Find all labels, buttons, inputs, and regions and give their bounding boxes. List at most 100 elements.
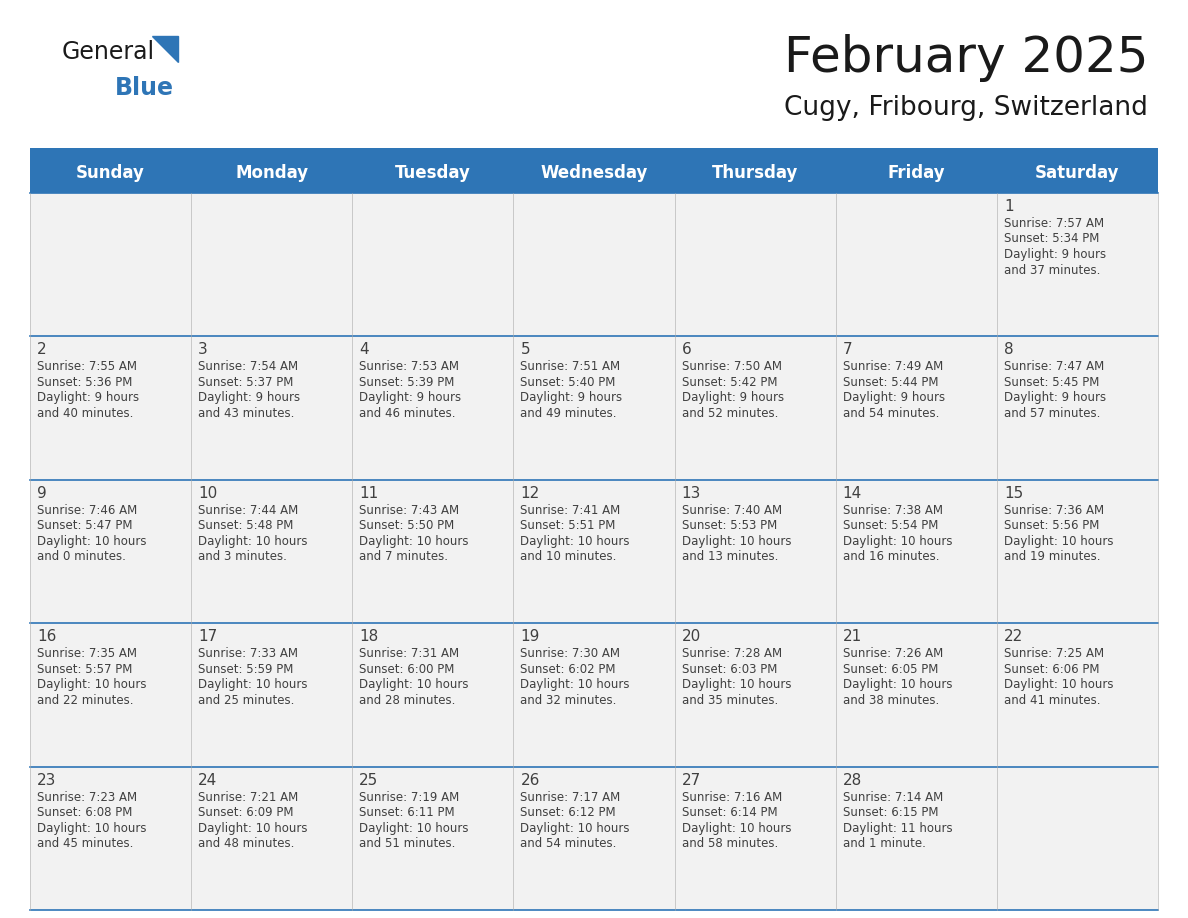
Text: Sunset: 5:48 PM: Sunset: 5:48 PM <box>198 520 293 532</box>
Text: and 41 minutes.: and 41 minutes. <box>1004 694 1100 707</box>
Text: and 1 minute.: and 1 minute. <box>842 837 925 850</box>
Bar <box>353 480 513 623</box>
Bar <box>513 193 675 336</box>
Text: and 43 minutes.: and 43 minutes. <box>198 407 295 420</box>
Text: Sunset: 6:02 PM: Sunset: 6:02 PM <box>520 663 615 676</box>
Text: Daylight: 10 hours: Daylight: 10 hours <box>198 822 308 834</box>
Text: Sunrise: 7:26 AM: Sunrise: 7:26 AM <box>842 647 943 660</box>
Text: 9: 9 <box>37 486 46 501</box>
Text: and 46 minutes.: and 46 minutes. <box>359 407 456 420</box>
Bar <box>191 193 353 336</box>
Text: 19: 19 <box>520 629 539 644</box>
Text: 12: 12 <box>520 486 539 501</box>
Text: Sunrise: 7:30 AM: Sunrise: 7:30 AM <box>520 647 620 660</box>
Bar <box>30 193 191 336</box>
Text: Sunset: 5:36 PM: Sunset: 5:36 PM <box>37 375 132 389</box>
Text: 8: 8 <box>1004 342 1013 357</box>
Text: Sunrise: 7:35 AM: Sunrise: 7:35 AM <box>37 647 137 660</box>
Bar <box>675 480 835 623</box>
Text: and 45 minutes.: and 45 minutes. <box>37 837 133 850</box>
Bar <box>30 767 191 910</box>
Text: Sunrise: 7:38 AM: Sunrise: 7:38 AM <box>842 504 943 517</box>
Bar <box>191 336 353 480</box>
Text: Sunrise: 7:33 AM: Sunrise: 7:33 AM <box>198 647 298 660</box>
Text: Sunrise: 7:40 AM: Sunrise: 7:40 AM <box>682 504 782 517</box>
Text: and 32 minutes.: and 32 minutes. <box>520 694 617 707</box>
Text: Sunrise: 7:57 AM: Sunrise: 7:57 AM <box>1004 217 1104 230</box>
Bar <box>30 153 1158 193</box>
Text: Sunset: 6:08 PM: Sunset: 6:08 PM <box>37 806 132 819</box>
Text: Daylight: 9 hours: Daylight: 9 hours <box>520 391 623 405</box>
Bar <box>353 336 513 480</box>
Text: Sunset: 6:12 PM: Sunset: 6:12 PM <box>520 806 617 819</box>
Text: Sunrise: 7:49 AM: Sunrise: 7:49 AM <box>842 361 943 374</box>
Text: Sunrise: 7:50 AM: Sunrise: 7:50 AM <box>682 361 782 374</box>
Bar <box>513 767 675 910</box>
Text: and 25 minutes.: and 25 minutes. <box>198 694 295 707</box>
Text: Sunset: 6:06 PM: Sunset: 6:06 PM <box>1004 663 1099 676</box>
Text: Daylight: 9 hours: Daylight: 9 hours <box>842 391 944 405</box>
Text: Daylight: 10 hours: Daylight: 10 hours <box>198 678 308 691</box>
Text: 21: 21 <box>842 629 862 644</box>
Text: Tuesday: Tuesday <box>394 164 470 182</box>
Text: Daylight: 10 hours: Daylight: 10 hours <box>37 822 146 834</box>
Text: Sunrise: 7:16 AM: Sunrise: 7:16 AM <box>682 790 782 803</box>
Text: Sunrise: 7:21 AM: Sunrise: 7:21 AM <box>198 790 298 803</box>
Text: Sunrise: 7:36 AM: Sunrise: 7:36 AM <box>1004 504 1104 517</box>
Text: Daylight: 10 hours: Daylight: 10 hours <box>359 678 469 691</box>
Bar <box>675 623 835 767</box>
Text: 22: 22 <box>1004 629 1023 644</box>
Text: Sunrise: 7:17 AM: Sunrise: 7:17 AM <box>520 790 620 803</box>
Bar <box>353 623 513 767</box>
Text: and 19 minutes.: and 19 minutes. <box>1004 550 1100 564</box>
Text: and 0 minutes.: and 0 minutes. <box>37 550 126 564</box>
Text: Sunrise: 7:19 AM: Sunrise: 7:19 AM <box>359 790 460 803</box>
Text: and 38 minutes.: and 38 minutes. <box>842 694 939 707</box>
Text: Sunset: 5:47 PM: Sunset: 5:47 PM <box>37 520 133 532</box>
Text: February 2025: February 2025 <box>784 34 1148 82</box>
Text: Daylight: 10 hours: Daylight: 10 hours <box>842 678 953 691</box>
Text: Daylight: 10 hours: Daylight: 10 hours <box>1004 535 1113 548</box>
Bar <box>997 193 1158 336</box>
Text: Daylight: 11 hours: Daylight: 11 hours <box>842 822 953 834</box>
Text: Sunset: 5:40 PM: Sunset: 5:40 PM <box>520 375 615 389</box>
Text: Sunrise: 7:41 AM: Sunrise: 7:41 AM <box>520 504 620 517</box>
Text: Daylight: 10 hours: Daylight: 10 hours <box>359 535 469 548</box>
Polygon shape <box>152 36 178 62</box>
Text: Daylight: 10 hours: Daylight: 10 hours <box>37 678 146 691</box>
Text: and 51 minutes.: and 51 minutes. <box>359 837 456 850</box>
Text: 13: 13 <box>682 486 701 501</box>
Bar <box>997 623 1158 767</box>
Bar <box>835 767 997 910</box>
Text: Daylight: 10 hours: Daylight: 10 hours <box>1004 678 1113 691</box>
Text: and 58 minutes.: and 58 minutes. <box>682 837 778 850</box>
Text: 6: 6 <box>682 342 691 357</box>
Bar <box>30 623 191 767</box>
Text: Sunset: 6:00 PM: Sunset: 6:00 PM <box>359 663 455 676</box>
Bar <box>835 480 997 623</box>
Text: Sunset: 5:37 PM: Sunset: 5:37 PM <box>198 375 293 389</box>
Text: Sunset: 5:59 PM: Sunset: 5:59 PM <box>198 663 293 676</box>
Text: Daylight: 10 hours: Daylight: 10 hours <box>520 535 630 548</box>
Text: Sunset: 5:50 PM: Sunset: 5:50 PM <box>359 520 455 532</box>
Text: Daylight: 10 hours: Daylight: 10 hours <box>682 678 791 691</box>
Text: Sunset: 6:05 PM: Sunset: 6:05 PM <box>842 663 939 676</box>
Text: and 16 minutes.: and 16 minutes. <box>842 550 940 564</box>
Text: Sunset: 5:54 PM: Sunset: 5:54 PM <box>842 520 939 532</box>
Text: Sunset: 5:34 PM: Sunset: 5:34 PM <box>1004 232 1099 245</box>
Text: and 22 minutes.: and 22 minutes. <box>37 694 133 707</box>
Text: Sunset: 6:15 PM: Sunset: 6:15 PM <box>842 806 939 819</box>
Text: Daylight: 10 hours: Daylight: 10 hours <box>520 678 630 691</box>
Text: 17: 17 <box>198 629 217 644</box>
Bar <box>513 336 675 480</box>
Bar <box>997 480 1158 623</box>
Text: 5: 5 <box>520 342 530 357</box>
Text: and 52 minutes.: and 52 minutes. <box>682 407 778 420</box>
Text: Sunset: 6:03 PM: Sunset: 6:03 PM <box>682 663 777 676</box>
Bar <box>30 148 1158 153</box>
Text: Sunset: 6:09 PM: Sunset: 6:09 PM <box>198 806 293 819</box>
Bar <box>513 480 675 623</box>
Text: and 35 minutes.: and 35 minutes. <box>682 694 778 707</box>
Bar <box>835 193 997 336</box>
Text: Daylight: 9 hours: Daylight: 9 hours <box>37 391 139 405</box>
